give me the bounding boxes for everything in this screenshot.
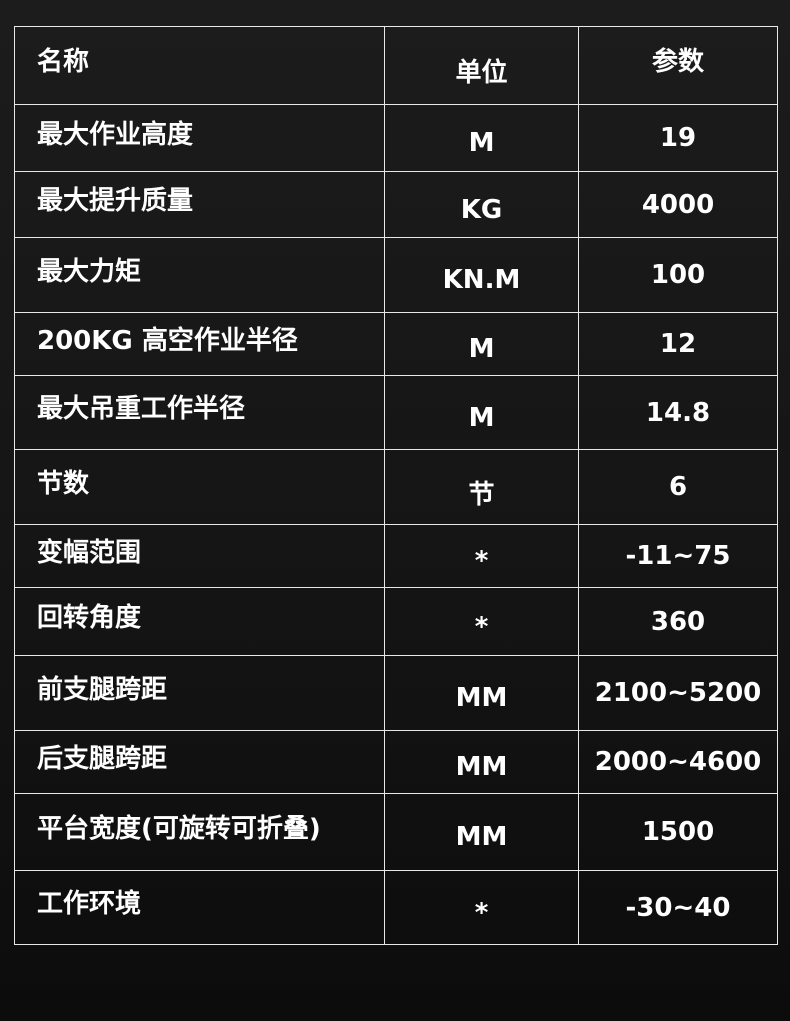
table-row: 最大作业高度 M 19 (14, 104, 778, 172)
row-value: 14.8 (645, 397, 711, 428)
row-value: -11~75 (625, 541, 731, 571)
row-value-cell: 100 (578, 237, 778, 313)
table-row: 200KG 高空作业半径 M 12 (14, 312, 778, 376)
row-name-cell: 变幅范围 (14, 524, 385, 588)
row-name-cell: 最大力矩 (14, 237, 385, 313)
row-name: 工作环境 (37, 889, 142, 919)
row-unit: M (468, 128, 495, 158)
row-value-cell: -30~40 (578, 870, 778, 945)
header-param: 参数 (578, 26, 778, 105)
row-value-cell: 360 (578, 587, 778, 656)
row-value: 12 (659, 329, 697, 359)
header-unit-text: 单位 (455, 58, 508, 88)
row-value-cell: 4000 (578, 171, 778, 238)
row-name-cell: 200KG 高空作业半径 (14, 312, 385, 376)
row-value: 2000~4600 (594, 747, 762, 777)
row-unit-cell: MM (384, 655, 579, 731)
row-value-cell: 6 (578, 449, 778, 525)
row-unit-cell: MM (384, 793, 579, 871)
row-value-cell: 19 (578, 104, 778, 172)
row-value-cell: 14.8 (578, 375, 778, 450)
row-value-cell: 1500 (578, 793, 778, 871)
table-row: 最大力矩 KN.M 100 (14, 237, 778, 313)
row-value-cell: -11~75 (578, 524, 778, 588)
header-unit: 单位 (384, 26, 579, 105)
row-unit: M (468, 334, 495, 364)
spec-table: 名称 单位 参数 最大作业高度 M 19 最大提升质量 KG 4000 最大力矩 KN.M 10… (14, 26, 778, 945)
table-row: 最大吊重工作半径 M 14.8 (14, 375, 778, 450)
row-unit-cell: * (384, 870, 579, 945)
table-row: 前支腿跨距 MM 2100~5200 (14, 655, 778, 731)
row-unit: 节 (468, 479, 495, 510)
header-name-text: 名称 (37, 47, 90, 77)
row-unit-cell: KN.M (384, 237, 579, 313)
row-value-cell: 12 (578, 312, 778, 376)
row-unit: * (474, 611, 489, 642)
table-header: 名称 单位 参数 (14, 26, 778, 105)
row-value-cell: 2000~4600 (578, 730, 778, 794)
row-unit: MM (455, 822, 508, 852)
row-unit-cell: M (384, 312, 579, 376)
row-name-cell: 最大提升质量 (14, 171, 385, 238)
row-name: 前支腿跨距 (37, 674, 168, 705)
row-name: 200KG 高空作业半径 (37, 325, 298, 356)
header-param-text: 参数 (651, 47, 704, 77)
row-value-cell: 2100~5200 (578, 655, 778, 731)
row-name: 回转角度 (37, 603, 142, 633)
row-unit-cell: M (384, 104, 579, 172)
row-unit: MM (455, 683, 508, 713)
row-name: 平台宽度(可旋转可折叠) (37, 813, 321, 844)
row-unit-cell: * (384, 524, 579, 588)
header-name: 名称 (14, 26, 385, 105)
row-unit-cell: KG (384, 171, 579, 238)
row-name: 最大作业高度 (37, 119, 194, 150)
table-row: 后支腿跨距 MM 2000~4600 (14, 730, 778, 794)
row-value: 360 (650, 606, 706, 637)
row-name: 最大吊重工作半径 (37, 394, 246, 424)
row-name-cell: 工作环境 (14, 870, 385, 945)
row-name: 变幅范围 (37, 537, 142, 568)
row-name-cell: 最大吊重工作半径 (14, 375, 385, 450)
row-name-cell: 前支腿跨距 (14, 655, 385, 731)
row-unit-cell: * (384, 587, 579, 656)
row-unit: KG (460, 194, 503, 225)
table-row: 节数 节 6 (14, 449, 778, 525)
row-value: 19 (659, 123, 697, 153)
row-value: 1500 (641, 817, 715, 847)
row-unit-cell: MM (384, 730, 579, 794)
table-row: 变幅范围 * -11~75 (14, 524, 778, 588)
row-name: 最大力矩 (37, 256, 142, 287)
row-value: 6 (668, 472, 688, 502)
row-name-cell: 节数 (14, 449, 385, 525)
table-row: 工作环境 * -30~40 (14, 870, 778, 945)
row-unit: M (468, 402, 495, 433)
row-unit-cell: M (384, 375, 579, 450)
row-name-cell: 后支腿跨距 (14, 730, 385, 794)
row-name: 节数 (37, 468, 90, 499)
row-value: 100 (650, 260, 706, 290)
row-name: 后支腿跨距 (37, 743, 168, 774)
row-value: -30~40 (625, 892, 731, 923)
row-unit: * (474, 897, 489, 928)
row-name-cell: 平台宽度(可旋转可折叠) (14, 793, 385, 871)
row-name-cell: 最大作业高度 (14, 104, 385, 172)
row-unit: MM (455, 752, 508, 782)
row-value: 2100~5200 (594, 678, 762, 708)
table-row: 平台宽度(可旋转可折叠) MM 1500 (14, 793, 778, 871)
table-row: 最大提升质量 KG 4000 (14, 171, 778, 238)
table-row: 回转角度 * 360 (14, 587, 778, 656)
row-name: 最大提升质量 (37, 186, 194, 216)
row-name-cell: 回转角度 (14, 587, 385, 656)
row-unit: * (474, 546, 489, 576)
row-unit-cell: 节 (384, 449, 579, 525)
row-unit: KN.M (442, 265, 521, 295)
row-value: 4000 (641, 189, 715, 220)
